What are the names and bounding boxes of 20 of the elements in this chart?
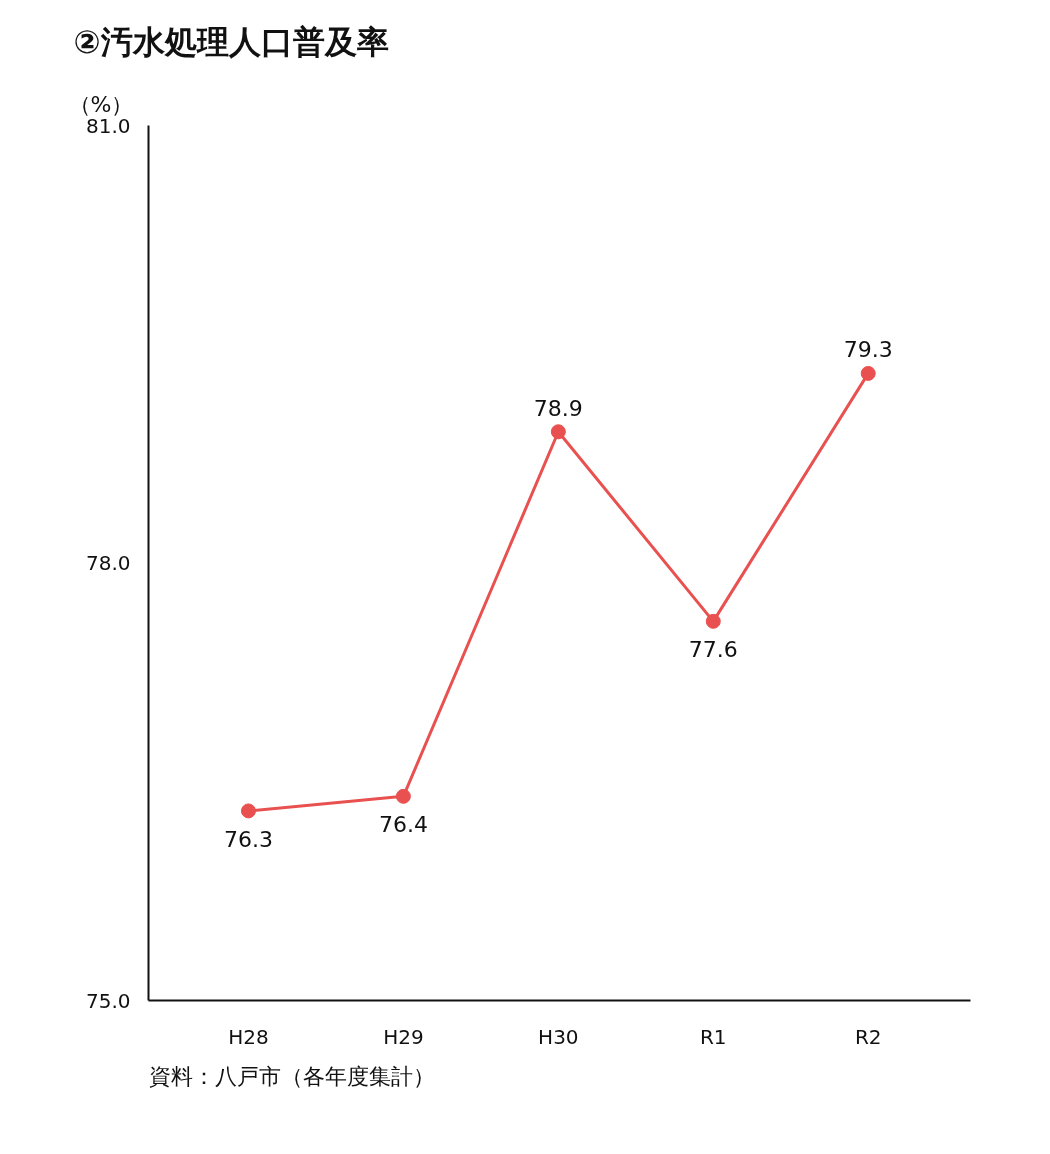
y-axis-title: （%） [68, 91, 134, 117]
y-tick-label: 78.0 [85, 551, 131, 575]
point [705, 613, 721, 629]
data-label: 78.9 [533, 395, 583, 421]
data-label: 79.3 [843, 337, 893, 363]
data-label: 77.6 [688, 637, 738, 663]
x-tick-label: H29 [383, 1024, 424, 1049]
x-tick-label: H28 [228, 1024, 269, 1049]
text: 資料：八戸市（各年度集計） [148, 1063, 435, 1089]
x-tick-label: R1 [699, 1024, 727, 1049]
data-label: 76.4 [378, 812, 428, 838]
y-tick-label: 75.0 [85, 988, 131, 1013]
x-tick-label: H30 [538, 1024, 579, 1049]
point [550, 424, 566, 440]
point [860, 365, 876, 381]
chart-title: ②汚水処理人口普及率 [73, 22, 389, 61]
point [395, 788, 411, 804]
x-tick-label: R2 [854, 1024, 882, 1049]
data-label: 76.3 [223, 826, 273, 852]
point [240, 803, 256, 819]
